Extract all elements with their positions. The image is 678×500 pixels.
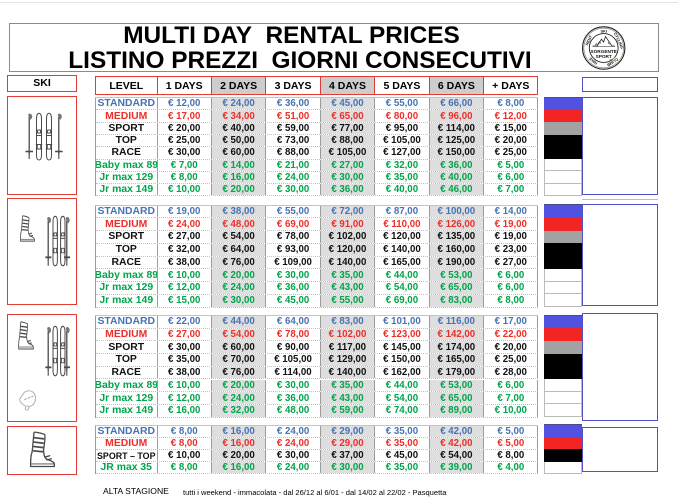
svg-text:CLIMB: CLIMB: [606, 57, 619, 68]
svg-text:SKI: SKI: [600, 28, 607, 33]
svg-text:SORGENTE: SORGENTE: [591, 49, 617, 54]
svg-text:SPORT: SPORT: [596, 54, 612, 59]
svg-text:HIKE: HIKE: [588, 56, 599, 66]
svg-text:RENT: RENT: [584, 34, 594, 46]
